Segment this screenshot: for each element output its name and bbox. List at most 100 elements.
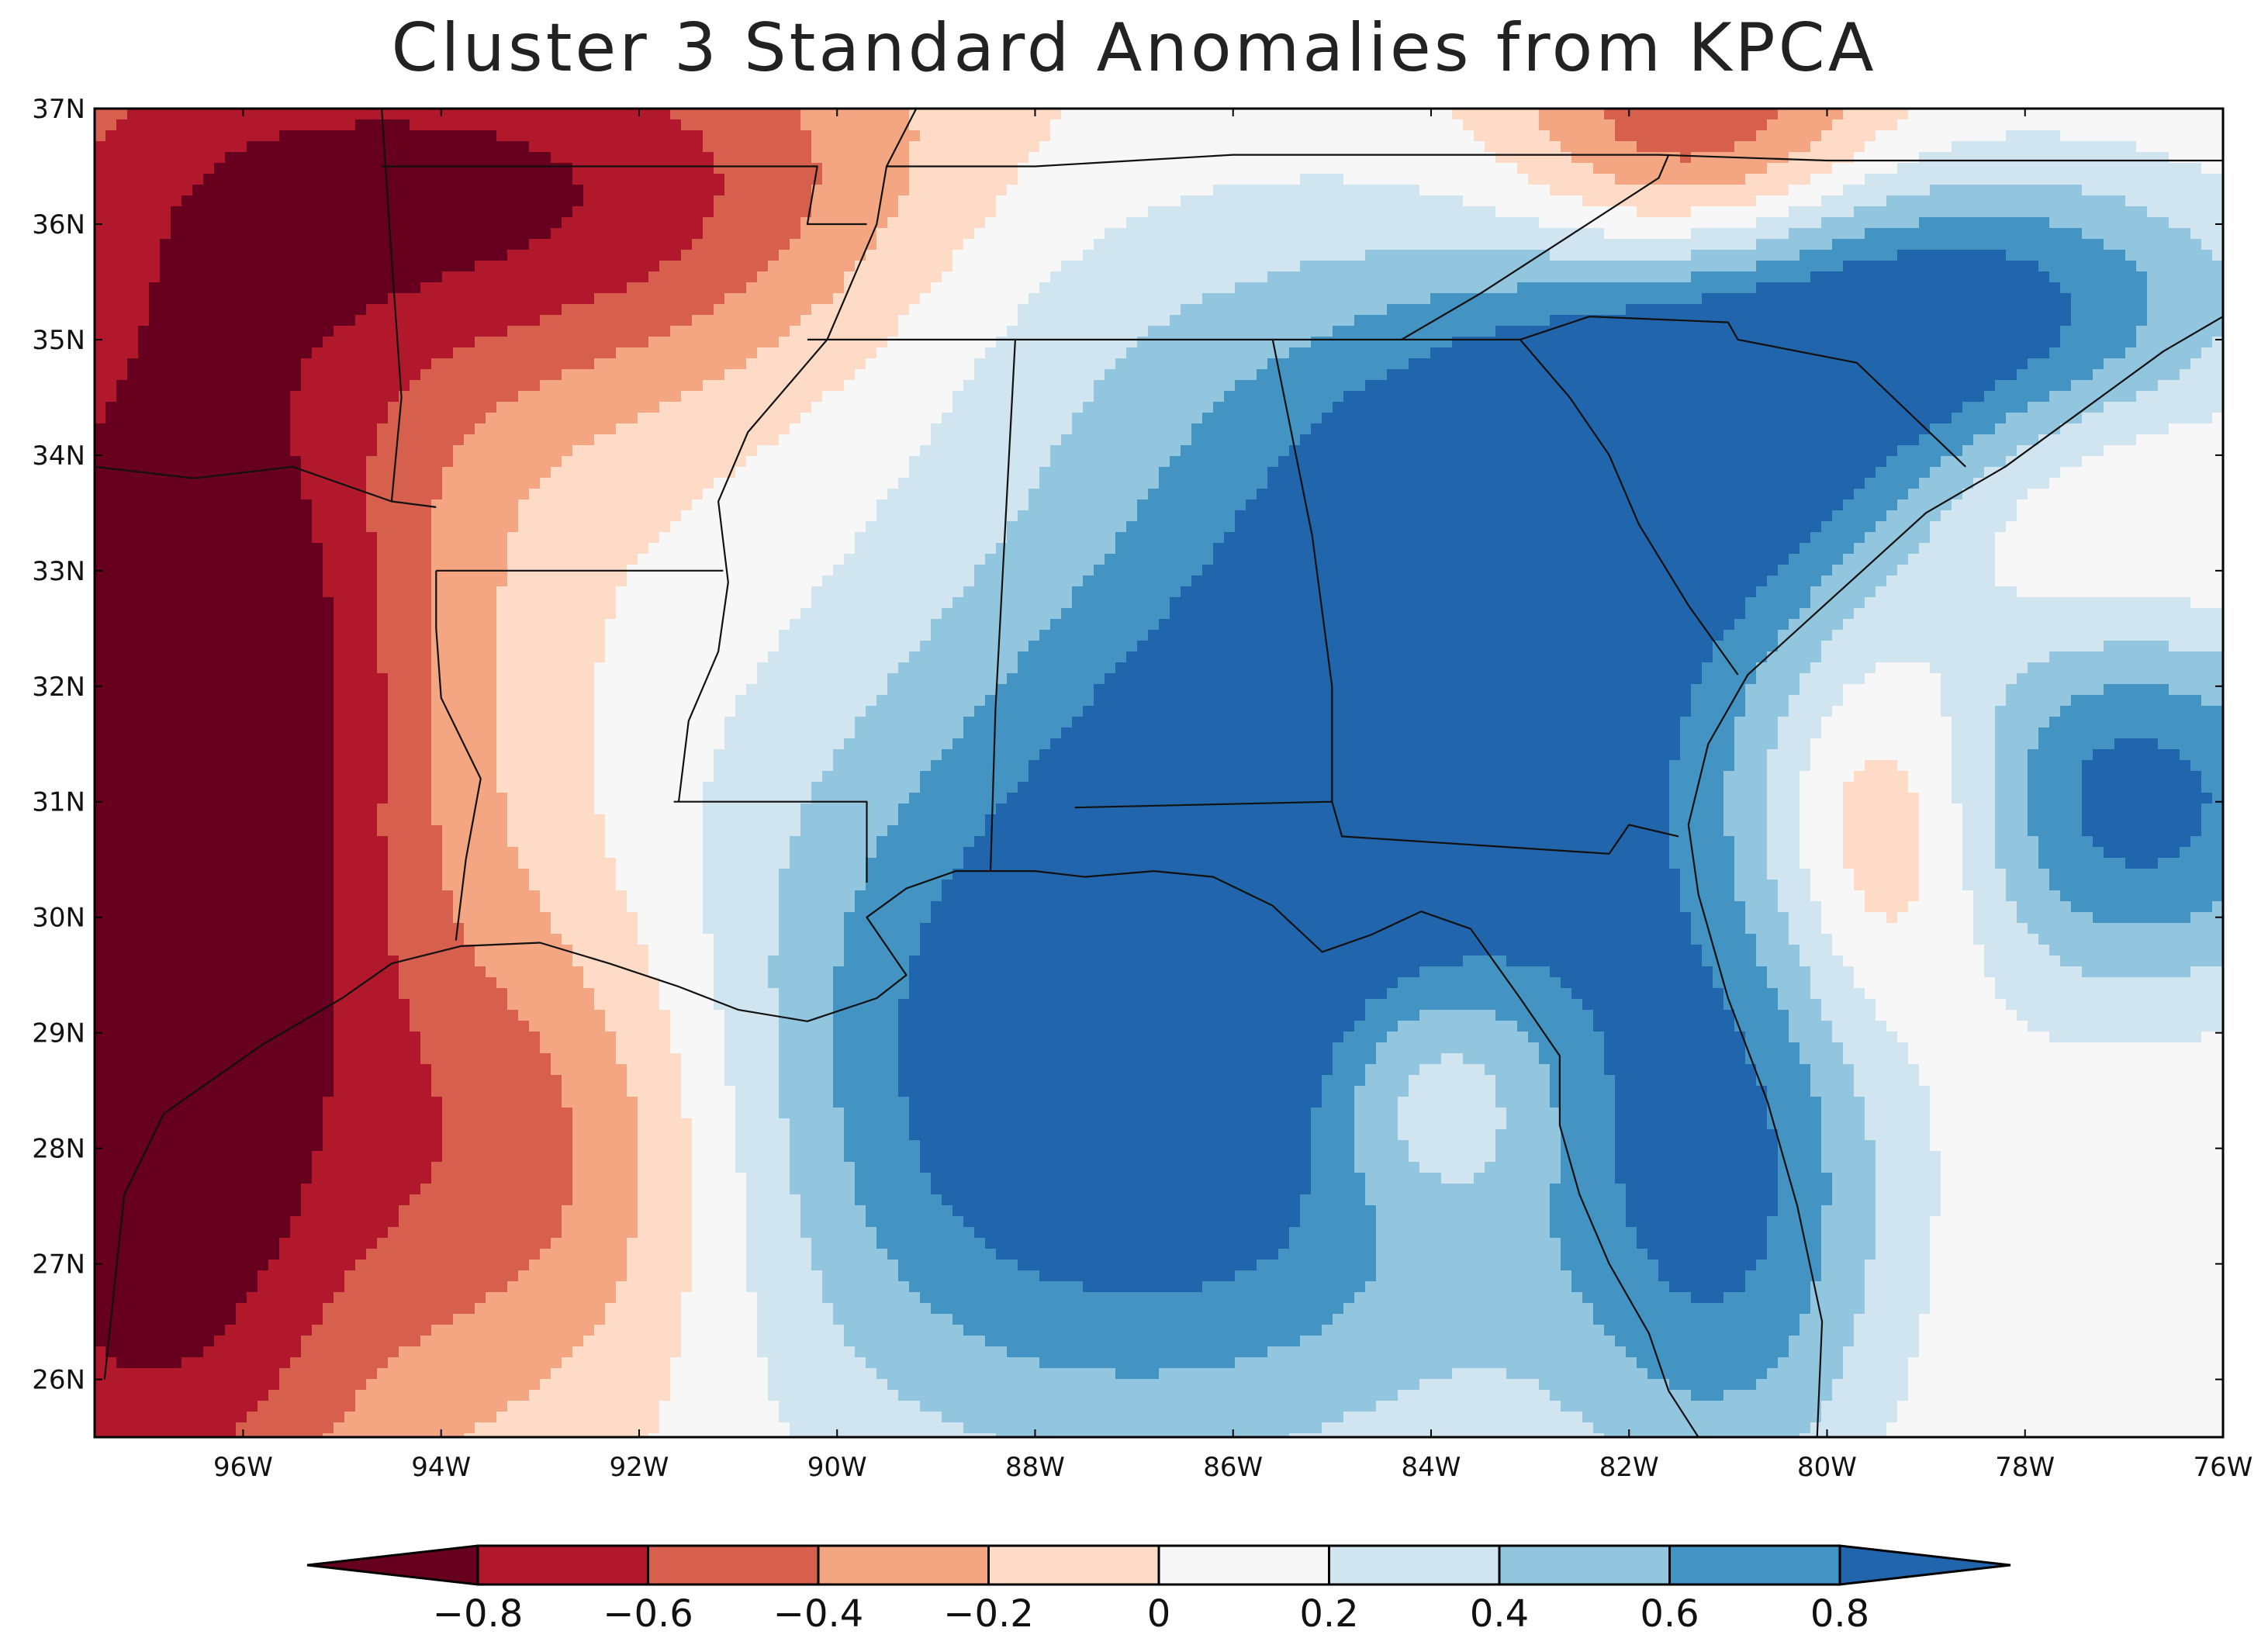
anomaly-cell xyxy=(1810,738,1952,750)
anomaly-cell xyxy=(833,1314,953,1325)
anomaly-cell xyxy=(887,825,986,837)
anomaly-cell xyxy=(898,1086,1322,1097)
anomaly-cell xyxy=(1213,402,1333,413)
anomaly-cell xyxy=(95,575,323,587)
anomaly-cell xyxy=(1354,1151,1409,1163)
anomaly-cell xyxy=(388,413,486,424)
anomaly-cell xyxy=(1550,1194,1627,1206)
anomaly-cell xyxy=(1745,923,1789,935)
anomaly-cell xyxy=(1604,228,1692,240)
anomaly-cell xyxy=(898,814,986,826)
anomaly-cell xyxy=(768,956,845,967)
anomaly-cell xyxy=(334,803,378,815)
anomaly-cell xyxy=(746,282,845,294)
anomaly-cell xyxy=(1691,250,1800,261)
anomaly-cell xyxy=(887,1249,997,1260)
anomaly-cell xyxy=(1561,977,1713,989)
anomaly-cell xyxy=(1973,923,2028,935)
anomaly-cell xyxy=(551,467,736,479)
anomaly-cell xyxy=(1669,814,1724,826)
anomaly-cell xyxy=(931,760,1029,772)
anomaly-cell xyxy=(95,1205,302,1217)
anomaly-cell xyxy=(431,619,497,631)
anomaly-cell xyxy=(1191,575,1768,587)
anomaly-cell xyxy=(95,1184,302,1195)
anomaly-cell xyxy=(1995,554,2223,565)
anomaly-cell xyxy=(572,206,714,218)
anomaly-cell xyxy=(790,1184,856,1195)
anomaly-cell xyxy=(1800,945,1833,956)
anomaly-cell xyxy=(95,217,171,229)
anomaly-cell xyxy=(236,1422,334,1434)
anomaly-cell xyxy=(1571,988,1724,1000)
anomaly-cell xyxy=(833,1032,899,1043)
anomaly-cell xyxy=(866,706,975,717)
anomaly-cell xyxy=(920,1140,1312,1152)
anomaly-cell xyxy=(1919,793,1952,804)
anomaly-cell xyxy=(2017,901,2072,913)
anomaly-cell xyxy=(974,836,1670,848)
anomaly-cell xyxy=(323,337,475,348)
anomaly-cell xyxy=(1821,1162,1876,1173)
anomaly-cell xyxy=(1409,1151,1496,1163)
anomaly-cell xyxy=(681,1108,736,1119)
anomaly-cell xyxy=(2006,413,2083,424)
anomaly-cell xyxy=(496,717,595,728)
anomaly-cell xyxy=(638,1108,682,1119)
anomaly-cell xyxy=(1734,760,1768,772)
anomaly-cell xyxy=(95,1422,237,1434)
anomaly-cell xyxy=(95,445,291,457)
anomaly-cell xyxy=(496,651,606,663)
anomaly-cell xyxy=(952,597,1073,609)
anomaly-cell xyxy=(1930,185,2083,196)
lat-tick-label: 36N xyxy=(32,209,85,240)
anomaly-cell xyxy=(95,1346,106,1358)
anomaly-cell xyxy=(909,1108,1312,1119)
anomaly-cell xyxy=(1419,1162,1485,1173)
anomaly-cell xyxy=(95,510,313,522)
anomaly-cell xyxy=(323,1129,443,1141)
anomaly-cell xyxy=(1322,1422,1594,1434)
anomaly-cell xyxy=(1680,901,1746,913)
anomaly-cell xyxy=(594,803,704,815)
anomaly-cell xyxy=(1409,1140,1496,1152)
anomaly-cell xyxy=(290,445,378,457)
anomaly-cell xyxy=(844,912,932,924)
anomaly-cell xyxy=(1908,1053,2223,1065)
anomaly-cell xyxy=(116,380,302,392)
anomaly-cell xyxy=(1778,1194,1833,1206)
anomaly-cell xyxy=(779,869,866,880)
anomaly-cell xyxy=(1604,1053,1746,1065)
anomaly-cell xyxy=(703,880,780,891)
anomaly-cell xyxy=(920,1401,1377,1412)
anomaly-cell xyxy=(2060,423,2169,435)
anomaly-cell xyxy=(1278,1249,1377,1260)
anomaly-cell xyxy=(290,1357,389,1369)
anomaly-cell xyxy=(724,1053,780,1065)
anomaly-cell xyxy=(95,543,323,555)
anomaly-cell xyxy=(844,738,953,750)
anomaly-cell xyxy=(692,1140,736,1152)
anomaly-cell xyxy=(1778,109,1844,120)
anomaly-cell xyxy=(1723,1390,1833,1401)
anomaly-cell xyxy=(496,684,595,696)
anomaly-cell xyxy=(1039,1270,1236,1282)
anomaly-cell xyxy=(1778,565,1833,576)
anomaly-cell xyxy=(594,727,725,739)
anomaly-cell xyxy=(616,1281,693,1293)
anomaly-cell xyxy=(431,673,497,685)
anomaly-cell xyxy=(572,1194,638,1206)
anomaly-cell xyxy=(703,489,888,500)
anomaly-cell xyxy=(1832,1021,1887,1032)
anomaly-cell xyxy=(963,717,1073,728)
anomaly-cell xyxy=(898,1260,1018,1271)
anomaly-cell xyxy=(1886,1021,2028,1032)
anomaly-cell xyxy=(2136,391,2223,403)
anomaly-cell xyxy=(279,1368,378,1380)
anomaly-cell xyxy=(692,1118,736,1130)
anomaly-cell xyxy=(714,934,780,945)
anomaly-cell xyxy=(366,489,443,500)
anomaly-cell xyxy=(790,1422,964,1434)
anomaly-cell xyxy=(95,1227,291,1239)
anomaly-cell xyxy=(95,1433,237,1437)
